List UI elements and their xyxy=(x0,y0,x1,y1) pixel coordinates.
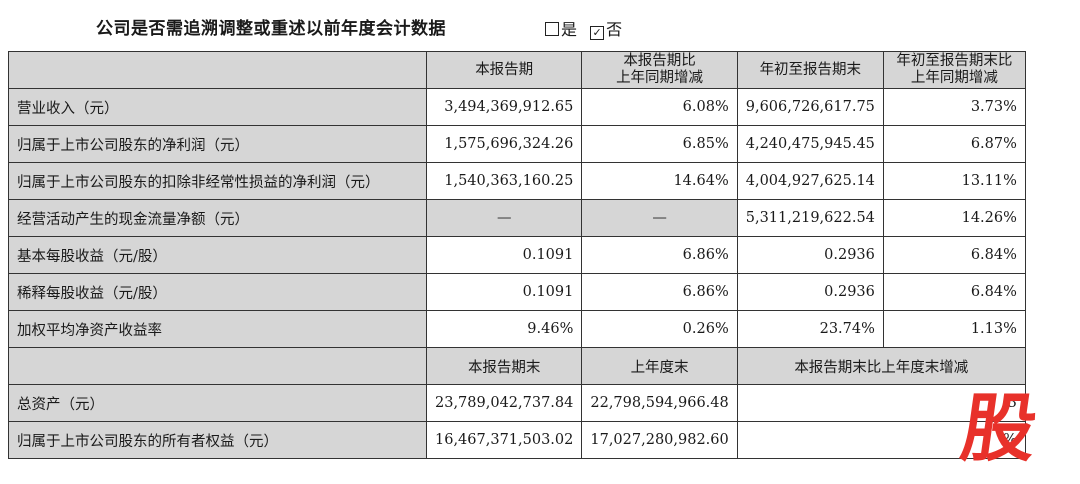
table-row: 营业收入（元） 3,494,369,912.65 6.08% 9,606,726… xyxy=(8,88,1026,126)
cell-value: — xyxy=(581,199,738,237)
yes-label: 是 xyxy=(561,20,578,39)
cell-value: 6.08% xyxy=(581,88,738,126)
row-label: 总资产（元） xyxy=(8,384,427,422)
header-current-period-change: 本报告期比 上年同期增减 xyxy=(581,51,738,89)
header-line: 上年同期增减 xyxy=(910,70,998,86)
cell-value: — xyxy=(425,199,583,237)
table-row: 经营活动产生的现金流量净额（元） — — 5,311,219,622.54 14… xyxy=(8,199,1026,237)
cell-value: 3,494,369,912.65 xyxy=(425,88,583,126)
cell-value: 14.26% xyxy=(882,199,1026,237)
table-row: 总资产（元） 23,789,042,737.84 22,798,594,966.… xyxy=(8,384,1026,422)
cell-value: 6.87% xyxy=(882,125,1026,163)
row-label: 稀释每股收益（元/股） xyxy=(8,273,427,311)
cell-value: 13.11% xyxy=(882,162,1026,200)
table-subheader-row: 本报告期末 上年度末 本报告期末比上年度末增减 xyxy=(8,347,1026,385)
row-label: 归属于上市公司股东的扣除非经常性损益的净利润（元） xyxy=(8,162,427,200)
table-row: 归属于上市公司股东的扣除非经常性损益的净利润（元） 1,540,363,160.… xyxy=(8,162,1026,200)
cell-value: 23,789,042,737.84 xyxy=(425,384,583,422)
cell-value: 0.2936 xyxy=(736,236,884,274)
header-ytd-change: 年初至报告期末比 上年同期增减 xyxy=(882,51,1026,89)
cell-value: 14.64% xyxy=(581,162,738,200)
cell-value: 3.73% xyxy=(882,88,1026,126)
row-label: 基本每股收益（元/股） xyxy=(8,236,427,274)
cell-value: 6.84% xyxy=(882,273,1026,311)
cell-value: % xyxy=(736,421,1026,459)
table-row: 基本每股收益（元/股） 0.1091 6.86% 0.2936 6.84% xyxy=(8,236,1026,274)
cell-value: 1,540,363,160.25 xyxy=(425,162,583,200)
cell-value: 4,004,927,625.14 xyxy=(736,162,884,200)
financial-data-table: 本报告期 本报告期比 上年同期增减 年初至报告期末 年初至报告期末比 上年同期增减 … xyxy=(8,51,1026,459)
header-period-end: 本报告期末 xyxy=(425,347,583,385)
cell-value: 0.26% xyxy=(581,310,738,348)
cell-value: 0.1091 xyxy=(425,273,583,311)
header-prior-year-end: 上年度末 xyxy=(581,347,738,385)
row-label: 加权平均净资产收益率 xyxy=(8,310,427,348)
cell-value: 6.86% xyxy=(581,236,738,274)
table-row: 稀释每股收益（元/股） 0.1091 6.86% 0.2936 6.84% xyxy=(8,273,1026,311)
cell-value: 0.2936 xyxy=(736,273,884,311)
cell-value: 9.46% xyxy=(425,310,583,348)
section-heading: 公司是否需追溯调整或重述以前年度会计数据 xyxy=(96,19,446,39)
header-line: 上年同期增减 xyxy=(616,70,704,86)
restatement-options: 是 ✓ 否 xyxy=(545,16,622,40)
row-label: 营业收入（元） xyxy=(8,88,427,126)
table-row: 归属于上市公司股东的所有者权益（元） 16,467,371,503.02 17,… xyxy=(8,421,1026,459)
cell-value: 16,467,371,503.02 xyxy=(425,421,583,459)
cell-value: 6.85% xyxy=(581,125,738,163)
header-current-period: 本报告期 xyxy=(425,51,583,89)
table-row: 加权平均净资产收益率 9.46% 0.26% 23.74% 1.13% xyxy=(8,310,1026,348)
cell-value: 4,240,475,945.45 xyxy=(736,125,884,163)
table-header-row: 本报告期 本报告期比 上年同期增减 年初至报告期末 年初至报告期末比 上年同期增减 xyxy=(8,51,1026,89)
header-ytd: 年初至报告期末 xyxy=(736,51,884,89)
cell-value: 23.74% xyxy=(736,310,884,348)
cell-value: 0.1091 xyxy=(425,236,583,274)
cell-value: 17,027,280,982.60 xyxy=(581,421,738,459)
yes-checkbox xyxy=(545,22,559,36)
header-line: 本报告期比 xyxy=(623,53,696,69)
row-label: 归属于上市公司股东的所有者权益（元） xyxy=(8,421,427,459)
cell-value: 1.13% xyxy=(882,310,1026,348)
row-label: 归属于上市公司股东的净利润（元） xyxy=(8,125,427,163)
header-change-vs-year-end: 本报告期末比上年度末增减 xyxy=(736,347,1026,385)
cell-value: 9,606,726,617.75 xyxy=(736,88,884,126)
cell-value: 5,311,219,622.54 xyxy=(736,199,884,237)
header-line: 年初至报告期末比 xyxy=(896,53,1013,69)
cell-value: 6.84% xyxy=(882,236,1026,274)
cell-value: 6.86% xyxy=(581,273,738,311)
table-row: 归属于上市公司股东的净利润（元） 1,575,696,324.26 6.85% … xyxy=(8,125,1026,163)
cell-value: 22,798,594,966.48 xyxy=(581,384,738,422)
no-checkbox: ✓ xyxy=(590,26,605,40)
subheader-blank xyxy=(8,347,427,385)
no-label: 否 xyxy=(606,20,623,39)
header-blank xyxy=(8,51,427,89)
watermark-logo: 股 xyxy=(955,386,1043,472)
cell-value: 1,575,696,324.26 xyxy=(425,125,583,163)
row-label: 经营活动产生的现金流量净额（元） xyxy=(8,199,427,237)
